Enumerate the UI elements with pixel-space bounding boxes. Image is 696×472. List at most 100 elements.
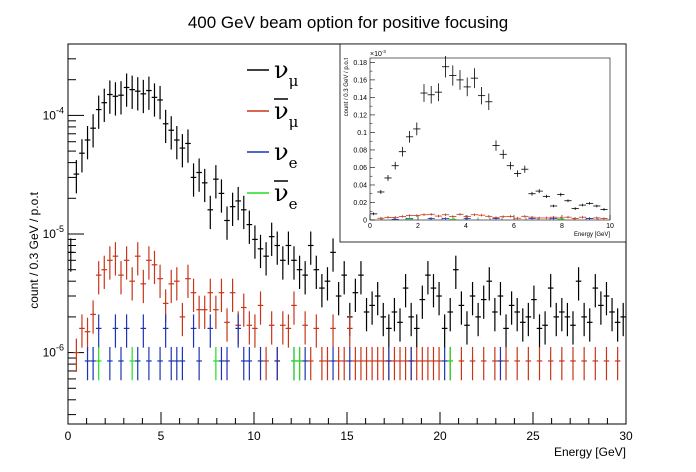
- data-point: [464, 311, 470, 345]
- data-point: [157, 264, 163, 298]
- data-point: [458, 291, 465, 325]
- data-point: [107, 346, 113, 381]
- data-point: [285, 231, 292, 265]
- inset-data-point: [578, 215, 586, 219]
- data-point: [240, 293, 247, 327]
- data-point: [592, 274, 599, 308]
- data-point: [358, 261, 364, 295]
- data-point: [598, 291, 604, 325]
- data-point: [324, 267, 331, 301]
- data-point: [229, 192, 236, 226]
- data-point: [441, 314, 448, 348]
- data-point: [581, 302, 587, 337]
- data-point: [257, 346, 264, 381]
- data-point: [73, 160, 80, 194]
- inset-data-point: [550, 204, 558, 208]
- inset-data-point: [600, 208, 608, 211]
- data-point: [480, 285, 487, 319]
- data-point: [291, 346, 297, 381]
- data-point: [68, 238, 74, 272]
- y-axis-title: count / 0.3 GeV / p.o.t: [27, 191, 41, 308]
- inset-data-point: [492, 140, 500, 151]
- x-tick-label: 0: [65, 429, 72, 443]
- data-point: [134, 77, 141, 111]
- data-point: [497, 282, 504, 316]
- x-tick-label: 5: [158, 429, 165, 443]
- inset-data-point: [478, 86, 486, 105]
- data-point: [151, 250, 158, 285]
- data-point: [263, 346, 269, 381]
- inset-series-nue: [391, 217, 594, 220]
- inset-y-tick-label: 0.12: [353, 112, 367, 119]
- data-point: [369, 291, 375, 325]
- data-point: [95, 261, 102, 295]
- inset-y-tick-label: 0.16: [353, 77, 367, 84]
- inset-data-point: [514, 170, 522, 177]
- data-point: [614, 308, 621, 342]
- data-point: [369, 346, 375, 381]
- data-point: [296, 255, 303, 290]
- legend-item-nuebar: νe: [247, 179, 298, 213]
- data-point: [101, 88, 108, 122]
- inset-data-point: [506, 161, 514, 170]
- inset-data-point: [535, 189, 543, 194]
- legend-item-numubar: νμ: [247, 97, 299, 131]
- data-point: [425, 261, 431, 295]
- data-point: [140, 269, 147, 304]
- inset-data-point: [391, 161, 399, 170]
- chart-title: 400 GeV beam option for positive focusin…: [188, 13, 508, 32]
- inset-data-point: [578, 203, 586, 207]
- inset-data-point: [593, 204, 601, 208]
- data-point: [425, 346, 431, 381]
- inset-data-point: [528, 191, 536, 196]
- data-point: [134, 242, 141, 276]
- data-point: [570, 346, 576, 381]
- inset-data-point: [434, 214, 442, 218]
- data-point: [347, 346, 353, 381]
- data-point: [514, 346, 520, 381]
- inset-y-tick-label: 0.18: [353, 60, 367, 67]
- data-point: [123, 73, 130, 107]
- data-point: [603, 282, 610, 316]
- data-point: [536, 314, 543, 348]
- data-point: [95, 346, 102, 381]
- data-point: [146, 246, 152, 280]
- data-point: [447, 346, 454, 381]
- data-point: [363, 346, 370, 381]
- inset-y-tick-label: 0.14: [353, 95, 367, 102]
- data-point: [146, 76, 152, 110]
- data-point: [503, 314, 509, 348]
- data-point: [330, 238, 336, 272]
- y-tick-label: 10-4: [43, 105, 64, 122]
- inset-data-point: [384, 216, 392, 219]
- data-point: [413, 346, 420, 381]
- data-point: [213, 346, 219, 381]
- inset-data-point: [427, 86, 435, 104]
- data-point: [469, 346, 476, 381]
- data-point: [291, 291, 297, 325]
- data-point: [268, 311, 275, 345]
- data-point: [319, 346, 325, 381]
- data-point: [374, 282, 381, 316]
- data-point: [179, 346, 186, 381]
- inset-series-numu: [370, 56, 608, 216]
- inset-data-point: [442, 56, 450, 78]
- data-point: [274, 346, 281, 381]
- inset-series-nuebar: [406, 217, 565, 220]
- inset-data-point: [449, 217, 457, 220]
- data-point: [168, 346, 175, 381]
- data-point: [386, 314, 392, 348]
- data-point: [246, 311, 253, 345]
- data-point: [235, 314, 241, 348]
- inset-data-point: [521, 165, 529, 173]
- data-point: [397, 308, 403, 342]
- data-point: [296, 346, 303, 381]
- data-point: [196, 158, 202, 192]
- data-point: [190, 314, 197, 348]
- inset-data-point: [600, 217, 608, 220]
- inset-data-point: [406, 214, 414, 217]
- inset-data-point: [449, 65, 457, 86]
- data-point: [547, 274, 554, 308]
- data-point: [307, 231, 314, 265]
- data-point: [352, 346, 359, 381]
